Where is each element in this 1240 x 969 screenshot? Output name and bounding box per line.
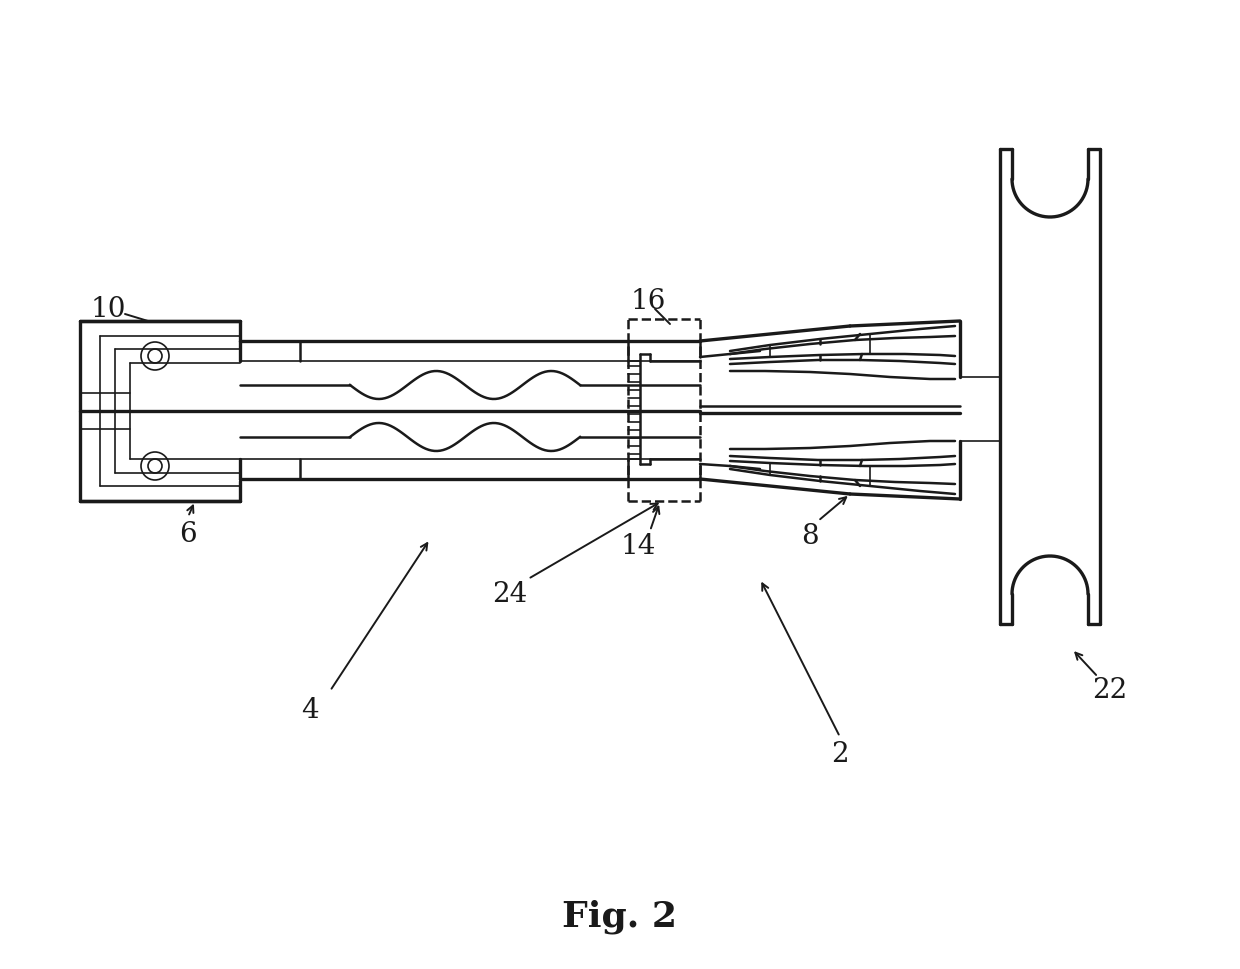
Text: 22: 22 — [1092, 677, 1127, 704]
Text: 10: 10 — [91, 296, 125, 323]
Text: 24: 24 — [492, 580, 528, 608]
Text: 8: 8 — [801, 523, 818, 550]
Text: 6: 6 — [180, 520, 197, 547]
Text: 4: 4 — [301, 698, 319, 725]
Text: Fig. 2: Fig. 2 — [563, 900, 677, 934]
Text: 16: 16 — [630, 288, 666, 315]
Text: 2: 2 — [831, 740, 849, 767]
Text: 14: 14 — [620, 534, 656, 560]
